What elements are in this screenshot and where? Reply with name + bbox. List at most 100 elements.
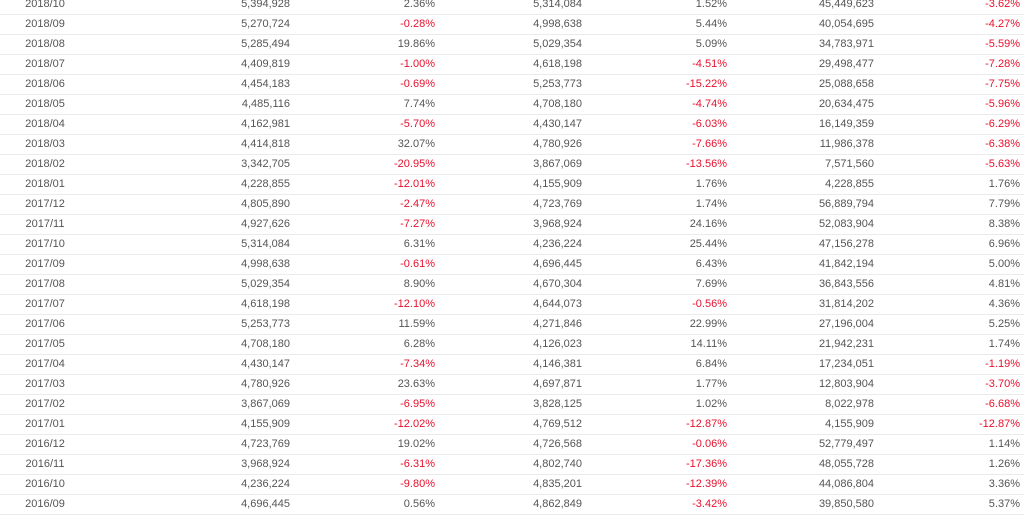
- percent-cell: -15.22%: [686, 78, 727, 90]
- month-cell: 2018/08: [25, 38, 65, 50]
- value-cell: 5,253,773: [241, 318, 290, 330]
- table-row: 2018/03 4,414,818 32.07% 4,780,926 -7.66% 11,…: [0, 135, 1024, 155]
- value-cell: 47,156,278: [818, 238, 874, 250]
- value-cell: 4,723,769: [241, 438, 290, 450]
- value-cell: 3,828,125: [533, 398, 582, 410]
- value-cell: 4,670,304: [533, 278, 582, 290]
- percent-cell: 6.28%: [403, 338, 435, 350]
- table-row: 2017/09 4,998,638 -0.61% 4,696,445 6.43% 41,8…: [0, 255, 1024, 275]
- percent-cell: -0.56%: [692, 298, 727, 310]
- value-cell: 3,867,069: [533, 158, 582, 170]
- percent-cell: -0.69%: [400, 78, 435, 90]
- percent-cell: -5.59%: [985, 38, 1020, 50]
- percent-cell: 7.79%: [988, 198, 1020, 210]
- value-cell: 4,644,073: [533, 298, 582, 310]
- value-cell: 4,780,926: [533, 138, 582, 150]
- percent-cell: -3.42%: [692, 498, 727, 510]
- value-cell: 4,998,638: [241, 258, 290, 270]
- table-row: 2018/01 4,228,855 -12.01% 4,155,909 1.76% 4,2…: [0, 175, 1024, 195]
- table-row: 2017/08 5,029,354 8.90% 4,670,304 7.69% 36,84…: [0, 275, 1024, 295]
- percent-cell: 23.63%: [397, 378, 435, 390]
- percent-cell: -6.38%: [985, 138, 1020, 150]
- value-cell: 4,228,855: [825, 178, 874, 190]
- percent-cell: 6.43%: [695, 258, 727, 270]
- percent-cell: 4.81%: [988, 278, 1020, 290]
- percent-cell: -12.02%: [394, 418, 435, 430]
- month-cell: 2017/11: [25, 218, 65, 230]
- value-cell: 5,285,494: [241, 38, 290, 50]
- value-cell: 4,146,381: [533, 358, 582, 370]
- value-cell: 4,927,626: [241, 218, 290, 230]
- month-cell: 2018/09: [25, 18, 65, 30]
- month-cell: 2018/05: [25, 98, 65, 110]
- percent-cell: 5.44%: [695, 18, 727, 30]
- value-cell: 45,449,623: [818, 0, 874, 10]
- percent-cell: -7.27%: [400, 218, 435, 230]
- table-row: 2017/11 4,927,626 -7.27% 3,968,924 24.16% 52,…: [0, 215, 1024, 235]
- percent-cell: -6.29%: [985, 118, 1020, 130]
- month-cell: 2018/07: [25, 58, 65, 70]
- value-cell: 4,155,909: [241, 418, 290, 430]
- value-cell: 5,394,928: [241, 0, 290, 10]
- percent-cell: -3.62%: [985, 0, 1020, 10]
- value-cell: 4,723,769: [533, 198, 582, 210]
- percent-cell: -12.39%: [686, 478, 727, 490]
- value-cell: 4,228,855: [241, 178, 290, 190]
- value-cell: 3,968,924: [533, 218, 582, 230]
- value-cell: 5,029,354: [533, 38, 582, 50]
- value-cell: 20,634,475: [818, 98, 874, 110]
- value-cell: 4,414,818: [241, 138, 290, 150]
- percent-cell: -5.96%: [985, 98, 1020, 110]
- table-row: 2018/09 5,270,724 -0.28% 4,998,638 5.44% 40,0…: [0, 15, 1024, 35]
- percent-cell: -6.03%: [692, 118, 727, 130]
- value-cell: 4,805,890: [241, 198, 290, 210]
- percent-cell: 0.56%: [403, 498, 435, 510]
- value-cell: 3,968,924: [241, 458, 290, 470]
- value-cell: 36,843,556: [818, 278, 874, 290]
- value-cell: 5,314,084: [241, 238, 290, 250]
- percent-cell: -7.66%: [692, 138, 727, 150]
- percent-cell: -4.27%: [985, 18, 1020, 30]
- percent-cell: -7.28%: [985, 58, 1020, 70]
- month-cell: 2017/04: [25, 358, 65, 370]
- value-cell: 5,270,724: [241, 18, 290, 30]
- value-cell: 52,779,497: [818, 438, 874, 450]
- month-cell: 2018/01: [25, 178, 65, 190]
- value-cell: 29,498,477: [818, 58, 874, 70]
- percent-cell: 11.59%: [398, 318, 436, 330]
- value-cell: 4,769,512: [533, 418, 582, 430]
- month-cell: 2018/04: [25, 118, 65, 130]
- month-cell: 2017/03: [25, 378, 65, 390]
- percent-cell: 6.31%: [403, 238, 435, 250]
- value-cell: 7,571,560: [825, 158, 874, 170]
- percent-cell: 22.99%: [689, 318, 727, 330]
- value-cell: 4,780,926: [241, 378, 290, 390]
- percent-cell: 5.09%: [695, 38, 727, 50]
- value-cell: 5,314,084: [533, 0, 582, 10]
- value-cell: 4,618,198: [241, 298, 290, 310]
- value-cell: 4,802,740: [533, 458, 582, 470]
- value-cell: 4,697,871: [533, 378, 582, 390]
- table-row: 2018/08 5,285,494 19.86% 5,029,354 5.09% 34,7…: [0, 35, 1024, 55]
- value-cell: 39,850,580: [818, 498, 874, 510]
- month-cell: 2017/05: [25, 338, 65, 350]
- table-row: 2017/01 4,155,909 -12.02% 4,769,512 -12.87% 4…: [0, 415, 1024, 435]
- percent-cell: -4.51%: [692, 58, 727, 70]
- percent-cell: 1.76%: [988, 178, 1020, 190]
- percent-cell: 2.36%: [403, 0, 435, 10]
- table-row: 2018/02 3,342,705 -20.95% 3,867,069 -13.56% 7…: [0, 155, 1024, 175]
- percent-cell: 19.02%: [397, 438, 435, 450]
- value-cell: 56,889,794: [818, 198, 874, 210]
- percent-cell: -12.10%: [394, 298, 435, 310]
- table-row: 2017/02 3,867,069 -6.95% 3,828,125 1.02% 8,02…: [0, 395, 1024, 415]
- percent-cell: -2.47%: [400, 198, 435, 210]
- percent-cell: 14.11%: [690, 338, 728, 350]
- value-cell: 4,430,147: [241, 358, 290, 370]
- value-cell: 4,155,909: [533, 178, 582, 190]
- value-cell: 17,234,051: [818, 358, 874, 370]
- table-row: 2016/11 3,968,924 -6.31% 4,802,740 -17.36% 48…: [0, 455, 1024, 475]
- percent-cell: -6.68%: [985, 398, 1020, 410]
- percent-cell: -1.19%: [985, 358, 1020, 370]
- value-cell: 4,998,638: [533, 18, 582, 30]
